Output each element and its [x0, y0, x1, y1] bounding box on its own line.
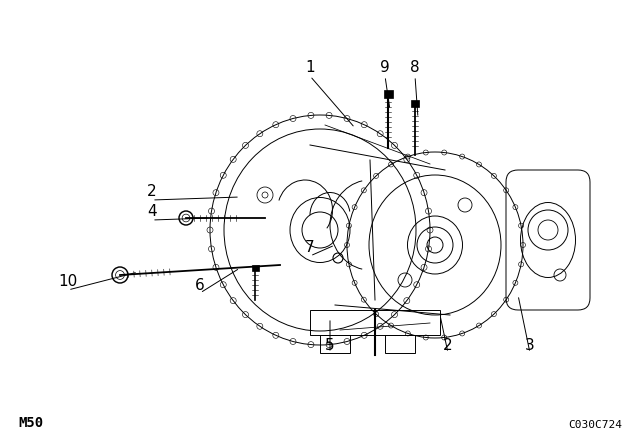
Text: 2: 2 [443, 337, 453, 353]
Text: 10: 10 [58, 275, 77, 289]
Bar [310, 310, 440, 335]
Bar [320, 335, 350, 353]
Text: M50: M50 [18, 416, 43, 430]
Bar [411, 100, 419, 107]
Bar [252, 265, 259, 271]
Text: 9: 9 [380, 60, 390, 76]
Text: 6: 6 [195, 277, 205, 293]
Bar [384, 90, 393, 98]
Text: 7: 7 [305, 241, 315, 255]
Text: 4: 4 [147, 204, 157, 220]
Text: 1: 1 [305, 60, 315, 76]
Text: 5: 5 [325, 337, 335, 353]
Text: 8: 8 [410, 60, 420, 76]
Text: C030C724: C030C724 [568, 420, 622, 430]
Text: 2: 2 [147, 185, 157, 199]
Bar [385, 335, 415, 353]
Text: 3: 3 [525, 337, 535, 353]
